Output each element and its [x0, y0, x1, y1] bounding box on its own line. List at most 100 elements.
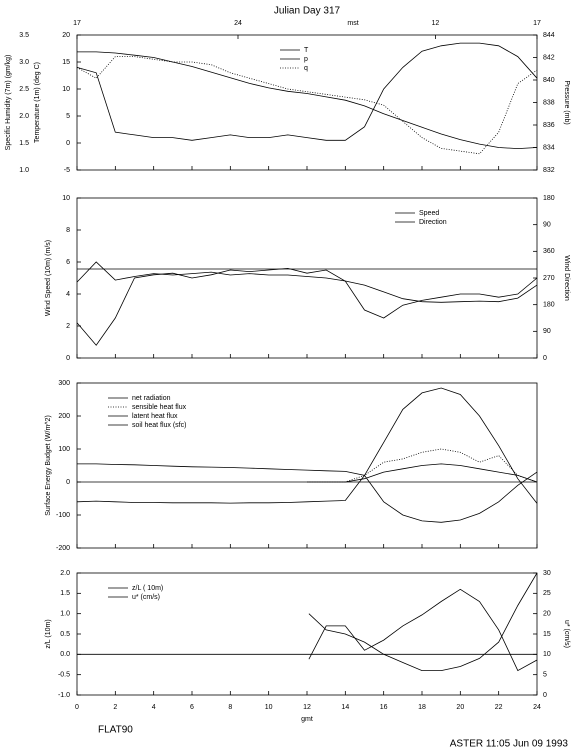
y-tick-label: 0.0	[60, 651, 70, 658]
y-tick-label: 100	[58, 446, 70, 453]
y2-tick-label: 844	[543, 32, 555, 39]
x-tick-label: 20	[456, 704, 464, 711]
y2-tick-label: 360	[543, 248, 555, 255]
y2-tick-label: 90	[543, 222, 551, 229]
series-line	[76, 267, 538, 346]
legend-label: net radiation	[132, 395, 171, 402]
legend-label: Direction	[419, 219, 447, 226]
y-axis-label: Surface Energy Budget (W/m^2)	[45, 415, 52, 516]
y2-tick-label: 15	[543, 631, 551, 638]
y-tick-label: 10	[62, 195, 70, 202]
x2-tick-label: 24	[234, 20, 242, 27]
x-tick-label: 10	[265, 704, 273, 711]
y-tick-label: 20	[62, 32, 70, 39]
y3-tick-label: 1.5	[19, 140, 29, 147]
series-line	[76, 261, 538, 303]
y-tick-label: -100	[56, 512, 70, 519]
y2-tick-label: 180	[543, 302, 555, 309]
footer-left: FLAT90	[98, 725, 133, 736]
y-tick-label: 6	[66, 259, 70, 266]
y-tick-label: -0.5	[58, 672, 70, 679]
y2-tick-label: 832	[543, 167, 555, 174]
legend-label: p	[304, 56, 308, 63]
series-line	[76, 42, 538, 141]
y-tick-label: 0	[66, 479, 70, 486]
x2-axis-label: mst	[347, 20, 358, 27]
legend-label: T	[304, 47, 309, 54]
footer-right: ASTER 11:05 Jun 09 1993	[450, 739, 569, 750]
y2-tick-label: 270	[543, 275, 555, 282]
legend-label: soil heat flux (sfc)	[132, 422, 186, 429]
y3-tick-label: 2.0	[19, 113, 29, 120]
x-tick-label: 18	[418, 704, 426, 711]
x-axis-label: gmt	[301, 716, 313, 723]
y-tick-label: -1.0	[58, 692, 70, 699]
y-tick-label: 0	[66, 140, 70, 147]
y2-tick-label: 0	[543, 355, 547, 362]
legend-label: z/L ( 10m)	[132, 585, 163, 592]
y-axis-label: Temperature (1m) (deg C)	[34, 62, 41, 143]
y2-tick-label: 840	[543, 77, 555, 84]
y3-axis-label: Specific Humidity (7m) (gm/kg)	[5, 55, 12, 151]
series-line	[77, 463, 538, 523]
x-tick-label: 24	[533, 704, 541, 711]
y-tick-label: 1.0	[60, 611, 70, 618]
y-tick-label: 8	[66, 227, 70, 234]
x-tick-label: 16	[380, 704, 388, 711]
x2-tick-label: 12	[432, 20, 440, 27]
legend-label: sensible heat flux	[132, 404, 187, 411]
x-tick-label: 4	[152, 704, 156, 711]
y2-tick-label: 25	[543, 590, 551, 597]
legend-label: q	[304, 65, 308, 72]
y-tick-label: 5	[66, 113, 70, 120]
y-tick-label: -5	[64, 167, 70, 174]
x-tick-label: 14	[341, 704, 349, 711]
series-line	[308, 588, 538, 672]
series-line	[77, 51, 538, 150]
y2-axis-label: u* (cm/s)	[563, 620, 570, 648]
x-tick-label: 0	[75, 704, 79, 711]
y-tick-label: 300	[58, 380, 70, 387]
y3-tick-label: 3.0	[19, 59, 29, 66]
x-tick-label: 12	[303, 704, 311, 711]
y3-tick-label: 2.5	[19, 86, 29, 93]
y2-tick-label: 180	[543, 195, 555, 202]
y-tick-label: 200	[58, 413, 70, 420]
y-tick-label: 4	[66, 291, 70, 298]
y-tick-label: 2	[66, 323, 70, 330]
y-axis-label: z/L (10m)	[45, 619, 52, 648]
y-tick-label: 1.5	[60, 590, 70, 597]
x-tick-label: 8	[228, 704, 232, 711]
y2-axis-label: Wind Direction	[563, 255, 570, 301]
y2-tick-label: 842	[543, 54, 555, 61]
y-axis-label: Wind Speed (10m) (m/s)	[45, 240, 52, 316]
y-tick-label: 15	[62, 59, 70, 66]
x-tick-label: 6	[190, 704, 194, 711]
y-tick-label: 10	[62, 86, 70, 93]
x2-tick-label: 17	[533, 20, 541, 27]
x2-tick-label: 17	[73, 20, 81, 27]
x-tick-label: 2	[113, 704, 117, 711]
legend-label: u* (cm/s)	[132, 594, 160, 601]
series-line	[76, 387, 538, 504]
legend-label: latent heat flux	[132, 413, 178, 420]
y2-tick-label: 90	[543, 328, 551, 335]
y2-tick-label: 30	[543, 570, 551, 577]
y2-axis-label: Pressure (mb)	[563, 80, 570, 124]
series-line	[307, 463, 538, 483]
plot-frame	[76, 197, 538, 359]
y-tick-label: 2.0	[60, 570, 70, 577]
x-tick-label: 22	[495, 704, 503, 711]
y2-tick-label: 0	[543, 692, 547, 699]
y2-tick-label: 10	[543, 651, 551, 658]
y-tick-label: 0	[66, 355, 70, 362]
chart-title: Julian Day 317	[274, 6, 341, 17]
y3-tick-label: 3.5	[19, 32, 29, 39]
y3-tick-label: 1.0	[19, 167, 29, 174]
y2-tick-label: 5	[543, 672, 547, 679]
y2-tick-label: 836	[543, 122, 555, 129]
series-line	[308, 572, 538, 671]
y2-tick-label: 20	[543, 611, 551, 618]
